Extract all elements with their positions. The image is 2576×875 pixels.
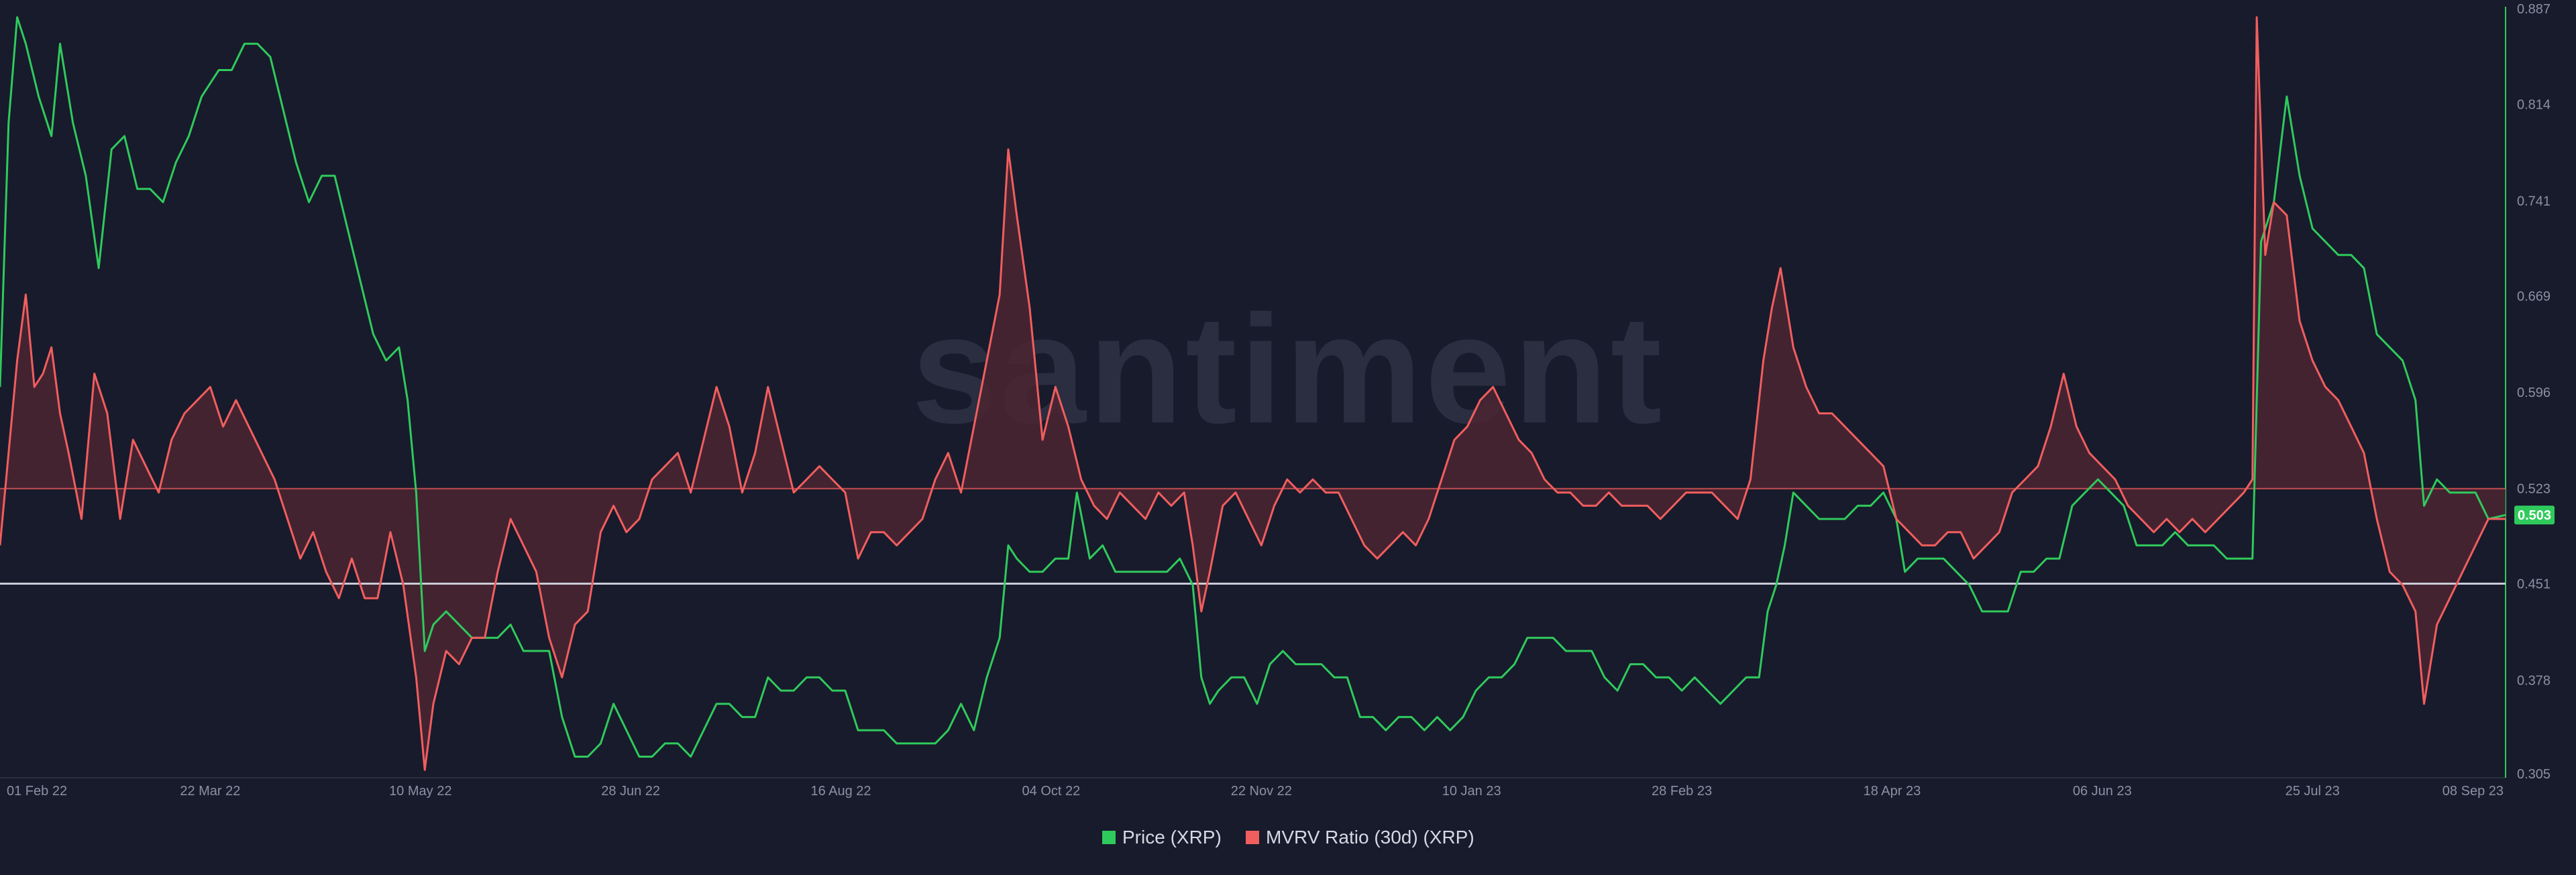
last-price-label: 0.503 bbox=[2514, 506, 2555, 525]
x-tick-label: 16 Aug 22 bbox=[810, 784, 871, 799]
y-tick-label: 0.451 bbox=[2517, 577, 2551, 592]
legend-swatch-price bbox=[1102, 831, 1116, 844]
y-tick-label: 0.814 bbox=[2517, 98, 2551, 113]
y-tick-label: 0.596 bbox=[2517, 386, 2551, 400]
axis-frame bbox=[0, 7, 2506, 778]
legend-label-price[interactable]: Price (XRP) bbox=[1122, 827, 1222, 848]
x-tick-label: 22 Mar 22 bbox=[180, 784, 240, 799]
x-axis-ticks: 01 Feb 22 22 Mar 22 10 May 22 28 Jun 22 16 A… bbox=[7, 784, 2504, 799]
x-tick-label: 28 Jun 22 bbox=[601, 784, 660, 799]
x-tick-label: 01 Feb 22 bbox=[7, 784, 67, 799]
x-tick-label: 08 Sep 23 bbox=[2443, 784, 2504, 799]
last-price-badge bbox=[2514, 506, 2555, 525]
price-line bbox=[0, 16, 2506, 758]
x-tick-label: 28 Feb 23 bbox=[1652, 784, 1712, 799]
y-axis-ticks: 0.305 0.378 0.451 0.523 0.596 0.669 0.741 0.814… bbox=[2517, 2, 2551, 782]
price-series bbox=[0, 16, 2506, 758]
y-tick-label: 0.887 bbox=[2517, 2, 2551, 17]
legend-label-mvrv[interactable]: MVRV Ratio (30d) (XRP) bbox=[1266, 827, 1474, 848]
x-tick-label: 25 Jul 23 bbox=[2286, 784, 2340, 799]
legend-swatch-mvrv bbox=[1246, 831, 1259, 844]
y-tick-label: 0.378 bbox=[2517, 673, 2551, 688]
y-tick-label: 0.523 bbox=[2517, 482, 2551, 497]
mvrv-line bbox=[0, 16, 2506, 771]
y-tick-label: 0.669 bbox=[2517, 289, 2551, 304]
mvrv-series bbox=[0, 16, 2506, 771]
y-tick-label: 0.305 bbox=[2517, 767, 2551, 782]
x-tick-label: 18 Apr 23 bbox=[1864, 784, 1921, 799]
legend[interactable]: Price (XRP) MVRV Ratio (30d) (XRP) bbox=[1102, 827, 1474, 848]
x-tick-label: 10 Jan 23 bbox=[1442, 784, 1501, 799]
x-tick-label: 10 May 22 bbox=[389, 784, 451, 799]
x-tick-label: 22 Nov 22 bbox=[1231, 784, 1292, 799]
x-tick-label: 06 Jun 23 bbox=[2073, 784, 2132, 799]
last-price-value: 0.503 bbox=[2518, 508, 2551, 523]
y-tick-label: 0.741 bbox=[2517, 194, 2551, 209]
x-tick-label: 04 Oct 22 bbox=[1022, 784, 1081, 799]
